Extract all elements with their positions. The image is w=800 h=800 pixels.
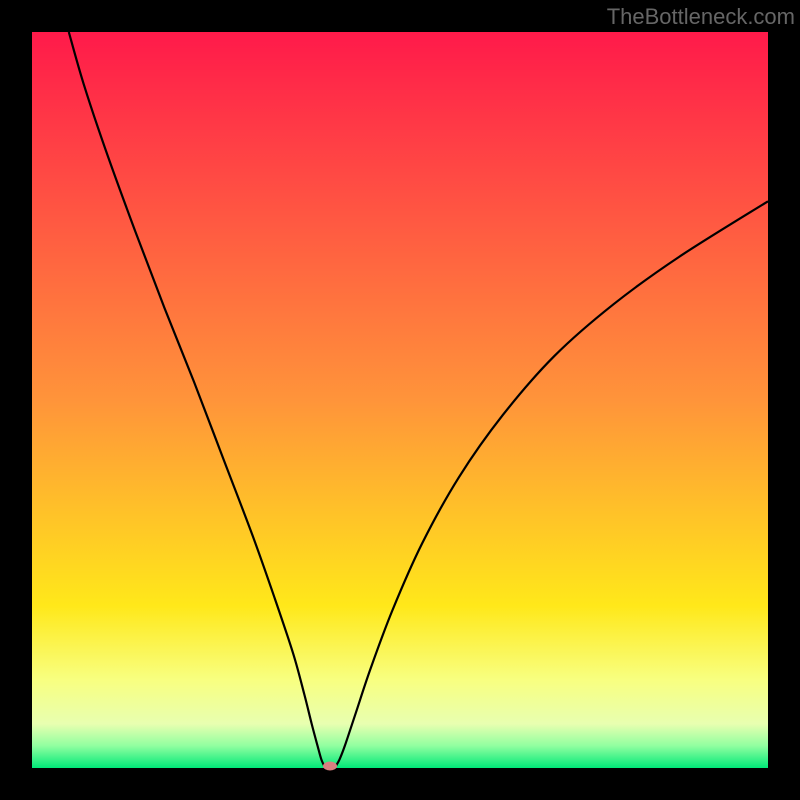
chart-container: TheBottleneck.com — [0, 0, 800, 800]
curve-left-branch — [69, 32, 324, 766]
min-marker — [323, 762, 337, 771]
curve-right-branch — [336, 201, 768, 766]
bottleneck-curve — [0, 0, 800, 800]
